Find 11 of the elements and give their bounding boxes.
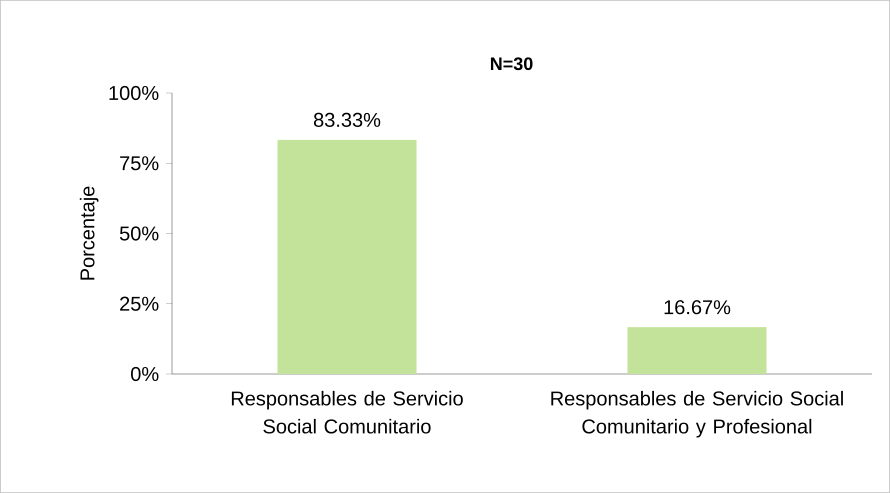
y-axis-title: Porcentaje (80, 186, 98, 280)
y-tick-label: 0% (131, 366, 158, 382)
x-tick-label: Responsables de Servicio Social Comunitario (232, 390, 463, 434)
y-tick-label: 25% (120, 296, 158, 311)
data-label: 16.67% (664, 300, 730, 314)
data-label: 83.33% (314, 112, 380, 127)
y-tick-label: 50% (120, 226, 158, 241)
y-tick-label: 100% (110, 86, 158, 100)
chart-title: N=30 (490, 57, 533, 70)
y-tick-label: 75% (120, 156, 158, 170)
x-tick-label: Responsables de Servicio Social Comunitario y Profesional (551, 390, 843, 438)
